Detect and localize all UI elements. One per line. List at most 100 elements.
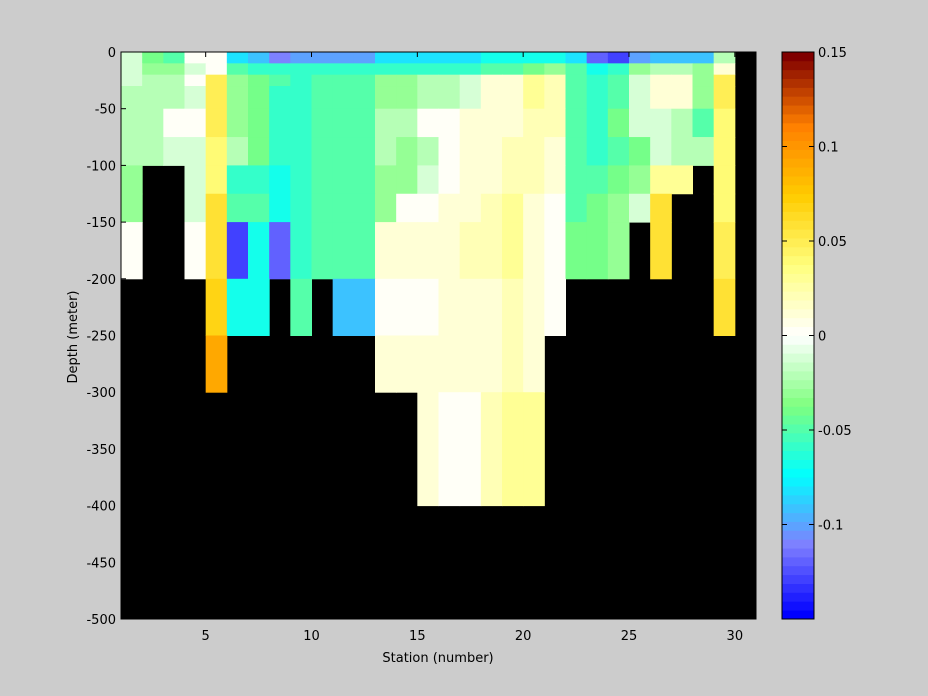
- heatmap-cell: [565, 193, 588, 223]
- colorbar-segment: [782, 486, 814, 496]
- heatmap-cell: [142, 63, 164, 76]
- colorbar-segment: [782, 255, 814, 266]
- colorbar-segment: [782, 87, 814, 97]
- heatmap-cell: [480, 335, 503, 393]
- colorbar-segment: [782, 397, 814, 407]
- heatmap-cell: [332, 222, 355, 280]
- heatmap-cell: [269, 222, 291, 280]
- colorbar-tick-label: 0.05: [818, 235, 847, 250]
- heatmap-cell: [269, 57, 291, 64]
- heatmap-cell: [650, 108, 672, 138]
- heatmap-cell: [629, 57, 651, 64]
- heatmap-cell: [269, 52, 291, 59]
- heatmap-cell: [311, 108, 334, 138]
- heatmap-cell: [290, 63, 312, 76]
- y-axis-ticks: 0 -50 -100 -150 -200 -250 -300 -350 -400 -450 -500: [86, 46, 756, 628]
- heatmap-cell: [565, 63, 588, 76]
- colorbar-segment: [782, 282, 814, 292]
- heatmap-cell: [332, 193, 355, 223]
- heatmap-cell: [163, 86, 185, 110]
- heatmap-cell: [544, 57, 566, 64]
- heatmap-cell: [438, 74, 461, 87]
- colorbar-segment: [782, 565, 814, 576]
- heatmap-cell: [121, 86, 143, 110]
- heatmap-cell: [142, 137, 164, 166]
- heatmap-cell: [121, 57, 143, 64]
- y-tick-label: -350: [86, 443, 116, 458]
- heatmap-cell: [396, 86, 418, 110]
- heatmap-cell: [459, 193, 482, 223]
- heatmap-cell: [692, 108, 715, 138]
- colorbar-segment: [782, 229, 814, 239]
- heatmap-cell: [375, 137, 397, 166]
- heatmap-cell: [248, 57, 270, 64]
- heatmap-cell: [226, 63, 249, 76]
- y-tick-label: -100: [86, 159, 116, 174]
- heatmap-cell: [671, 52, 693, 59]
- colorbar-segment: [782, 52, 814, 62]
- heatmap-cell: [565, 74, 588, 87]
- heatmap-cell: [290, 86, 312, 110]
- heatmap-cell: [692, 86, 715, 110]
- heatmap-cell: [226, 86, 249, 110]
- heatmap-cell: [544, 86, 566, 110]
- colorbar-segment: [782, 211, 814, 221]
- heatmap-cell: [607, 74, 630, 87]
- heatmap-cell: [565, 165, 588, 195]
- heatmap-cell: [713, 52, 736, 59]
- heatmap-cell: [480, 52, 503, 59]
- heatmap-cell: [671, 86, 693, 110]
- heatmap-cell: [459, 165, 482, 195]
- heatmap-cell: [544, 193, 566, 223]
- heatmap-cell: [502, 165, 524, 195]
- heatmap-cell: [502, 222, 524, 280]
- heatmap-cell: [375, 57, 397, 64]
- heatmap-cell: [565, 52, 588, 59]
- heatmap-cell: [142, 52, 164, 59]
- heatmap-cell: [290, 165, 312, 195]
- heatmap-cell: [353, 108, 376, 138]
- heatmap-cell: [184, 86, 207, 110]
- heatmap-cell: [713, 86, 736, 110]
- heatmap-cell: [226, 165, 249, 195]
- colorbar-tick-label: 0: [818, 330, 826, 345]
- colorbar-segment: [782, 246, 814, 257]
- heatmap-cell: [396, 137, 418, 166]
- heatmap-cell: [163, 52, 185, 59]
- heatmap-cell: [121, 222, 143, 280]
- heatmap-cell: [459, 335, 482, 393]
- colorbar-segment: [782, 450, 814, 460]
- heatmap-cell: [586, 52, 609, 59]
- heatmap-cell: [142, 57, 164, 64]
- heatmap-cell: [629, 52, 651, 59]
- heatmap-cell: [205, 52, 228, 59]
- heatmap-cell: [121, 52, 143, 59]
- heatmap-cell: [713, 108, 736, 138]
- colorbar-segment: [782, 574, 814, 584]
- colorbar-segment: [782, 60, 814, 71]
- heatmap-cell: [607, 165, 630, 195]
- heatmap-cell: [290, 222, 312, 280]
- heatmap-cell: [396, 57, 418, 64]
- heatmap-cell: [480, 57, 503, 64]
- heatmap-cell: [375, 74, 397, 87]
- heatmap-cell: [438, 57, 461, 64]
- heatmap-cell: [396, 278, 418, 336]
- colorbar-segment: [782, 300, 814, 310]
- heatmap-cell: [163, 57, 185, 64]
- heatmap-cell: [290, 52, 312, 59]
- heatmap-cell: [332, 57, 355, 64]
- heatmap-cell: [332, 74, 355, 87]
- heatmap-cell: [269, 165, 291, 195]
- heatmap-cell: [226, 52, 249, 59]
- colorbar-segment: [782, 459, 814, 469]
- heatmap-cell: [311, 86, 334, 110]
- heatmap-cell: [375, 63, 397, 76]
- heatmap-cell: [459, 137, 482, 166]
- heatmap-cell: [713, 137, 736, 166]
- heatmap-cell: [332, 137, 355, 166]
- heatmap-cell: [650, 137, 672, 166]
- heatmap-cell: [480, 278, 503, 336]
- heatmap-cell: [226, 137, 249, 166]
- heatmap-cell: [163, 108, 185, 138]
